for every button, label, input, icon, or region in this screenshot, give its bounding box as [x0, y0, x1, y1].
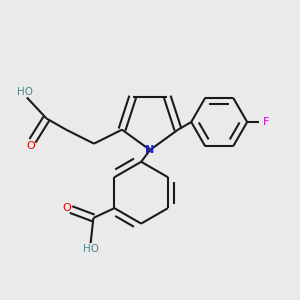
Text: O: O	[27, 141, 35, 151]
Text: O: O	[62, 203, 71, 213]
Text: HO: HO	[17, 87, 33, 97]
Text: F: F	[263, 117, 270, 127]
Text: HO: HO	[82, 244, 99, 254]
Text: N: N	[146, 145, 154, 155]
